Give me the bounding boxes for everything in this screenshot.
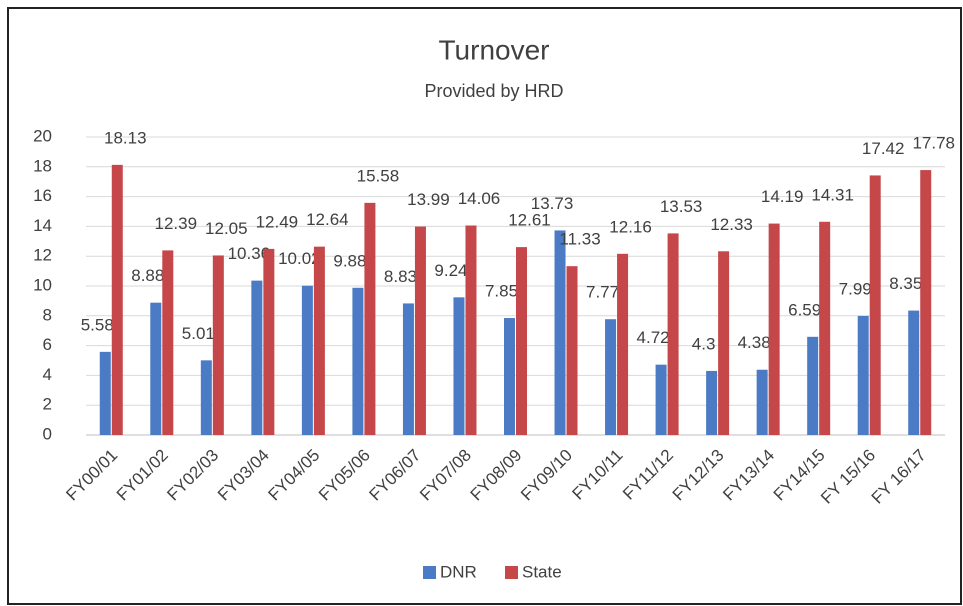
bar bbox=[516, 247, 527, 435]
y-tick-label: 18 bbox=[33, 156, 52, 175]
data-label: 13.53 bbox=[660, 197, 703, 216]
data-label: 12.61 bbox=[508, 211, 551, 230]
bar bbox=[819, 221, 831, 435]
bar bbox=[251, 280, 263, 435]
bar bbox=[402, 303, 414, 435]
bar bbox=[465, 225, 477, 435]
bar bbox=[200, 360, 212, 435]
data-label: 17.78 bbox=[912, 134, 955, 153]
data-label: 10.02 bbox=[278, 249, 321, 268]
data-label: 11.33 bbox=[559, 230, 600, 249]
data-label: 4.72 bbox=[637, 328, 670, 347]
bar bbox=[756, 369, 768, 435]
bar bbox=[162, 250, 174, 435]
data-label: 17.42 bbox=[862, 139, 905, 158]
bar bbox=[566, 266, 578, 435]
data-label: 13.73 bbox=[531, 194, 574, 213]
legend-label: State bbox=[522, 562, 562, 581]
data-label: 15.58 bbox=[357, 166, 400, 185]
bar bbox=[605, 319, 617, 435]
legend-swatch bbox=[505, 566, 518, 579]
data-label: 9.24 bbox=[434, 261, 467, 280]
data-label: 6.59 bbox=[788, 300, 821, 319]
bar bbox=[414, 226, 426, 435]
bar bbox=[504, 318, 515, 435]
y-tick-label: 2 bbox=[43, 395, 52, 414]
data-label: 5.01 bbox=[182, 324, 215, 343]
data-label: 7.77 bbox=[586, 283, 619, 302]
y-tick-label: 10 bbox=[33, 275, 52, 294]
bar bbox=[364, 202, 376, 435]
bar bbox=[263, 248, 275, 435]
bar bbox=[453, 297, 465, 435]
data-label: 12.05 bbox=[205, 219, 248, 238]
bar bbox=[908, 310, 920, 435]
y-tick-label: 14 bbox=[33, 216, 52, 235]
y-tick-label: 8 bbox=[43, 305, 52, 324]
bar bbox=[807, 336, 819, 435]
bar bbox=[869, 175, 881, 435]
bar bbox=[212, 255, 224, 435]
data-label: 12.49 bbox=[256, 212, 299, 231]
data-label: 8.83 bbox=[384, 267, 417, 286]
bar bbox=[617, 253, 629, 435]
legend-swatch bbox=[423, 566, 436, 579]
data-label: 12.33 bbox=[710, 215, 753, 234]
data-label: 5.58 bbox=[81, 315, 114, 334]
bar bbox=[667, 233, 679, 435]
y-tick-label: 16 bbox=[33, 186, 52, 205]
bar bbox=[99, 351, 111, 435]
data-label: 14.31 bbox=[811, 185, 854, 204]
data-label: 9.88 bbox=[333, 251, 366, 270]
bar bbox=[706, 370, 718, 435]
bar bbox=[352, 287, 364, 435]
data-label: 12.64 bbox=[306, 210, 349, 229]
bar bbox=[150, 302, 162, 435]
bar bbox=[718, 251, 730, 435]
data-label: 13.99 bbox=[407, 190, 450, 209]
y-tick-label: 4 bbox=[43, 365, 52, 384]
data-label: 12.16 bbox=[609, 217, 652, 236]
y-tick-label: 6 bbox=[43, 335, 52, 354]
data-label: 7.99 bbox=[839, 279, 872, 298]
chart-title: Turnover bbox=[438, 34, 549, 65]
y-tick-label: 20 bbox=[33, 126, 52, 145]
bar bbox=[857, 315, 869, 435]
data-label: 7.85 bbox=[485, 282, 518, 301]
bar bbox=[301, 285, 313, 435]
bar bbox=[111, 164, 123, 435]
bar bbox=[313, 246, 325, 435]
legend-label: DNR bbox=[440, 562, 477, 581]
bar bbox=[920, 170, 932, 435]
data-label: 10.36 bbox=[228, 244, 271, 263]
data-label: 8.35 bbox=[889, 274, 922, 293]
y-tick-label: 0 bbox=[43, 424, 52, 443]
bar bbox=[655, 364, 667, 435]
data-label: 18.13 bbox=[104, 128, 147, 147]
data-label: 14.06 bbox=[458, 189, 501, 208]
data-label: 12.39 bbox=[155, 214, 198, 233]
chart-subtitle: Provided by HRD bbox=[424, 81, 563, 101]
data-label: 4.38 bbox=[738, 333, 771, 352]
bar bbox=[554, 230, 566, 435]
data-label: 8.88 bbox=[131, 266, 164, 285]
y-tick-label: 12 bbox=[33, 246, 52, 265]
bar bbox=[768, 223, 780, 435]
data-label: 4.3 bbox=[692, 334, 716, 353]
data-label: 14.19 bbox=[761, 187, 804, 206]
